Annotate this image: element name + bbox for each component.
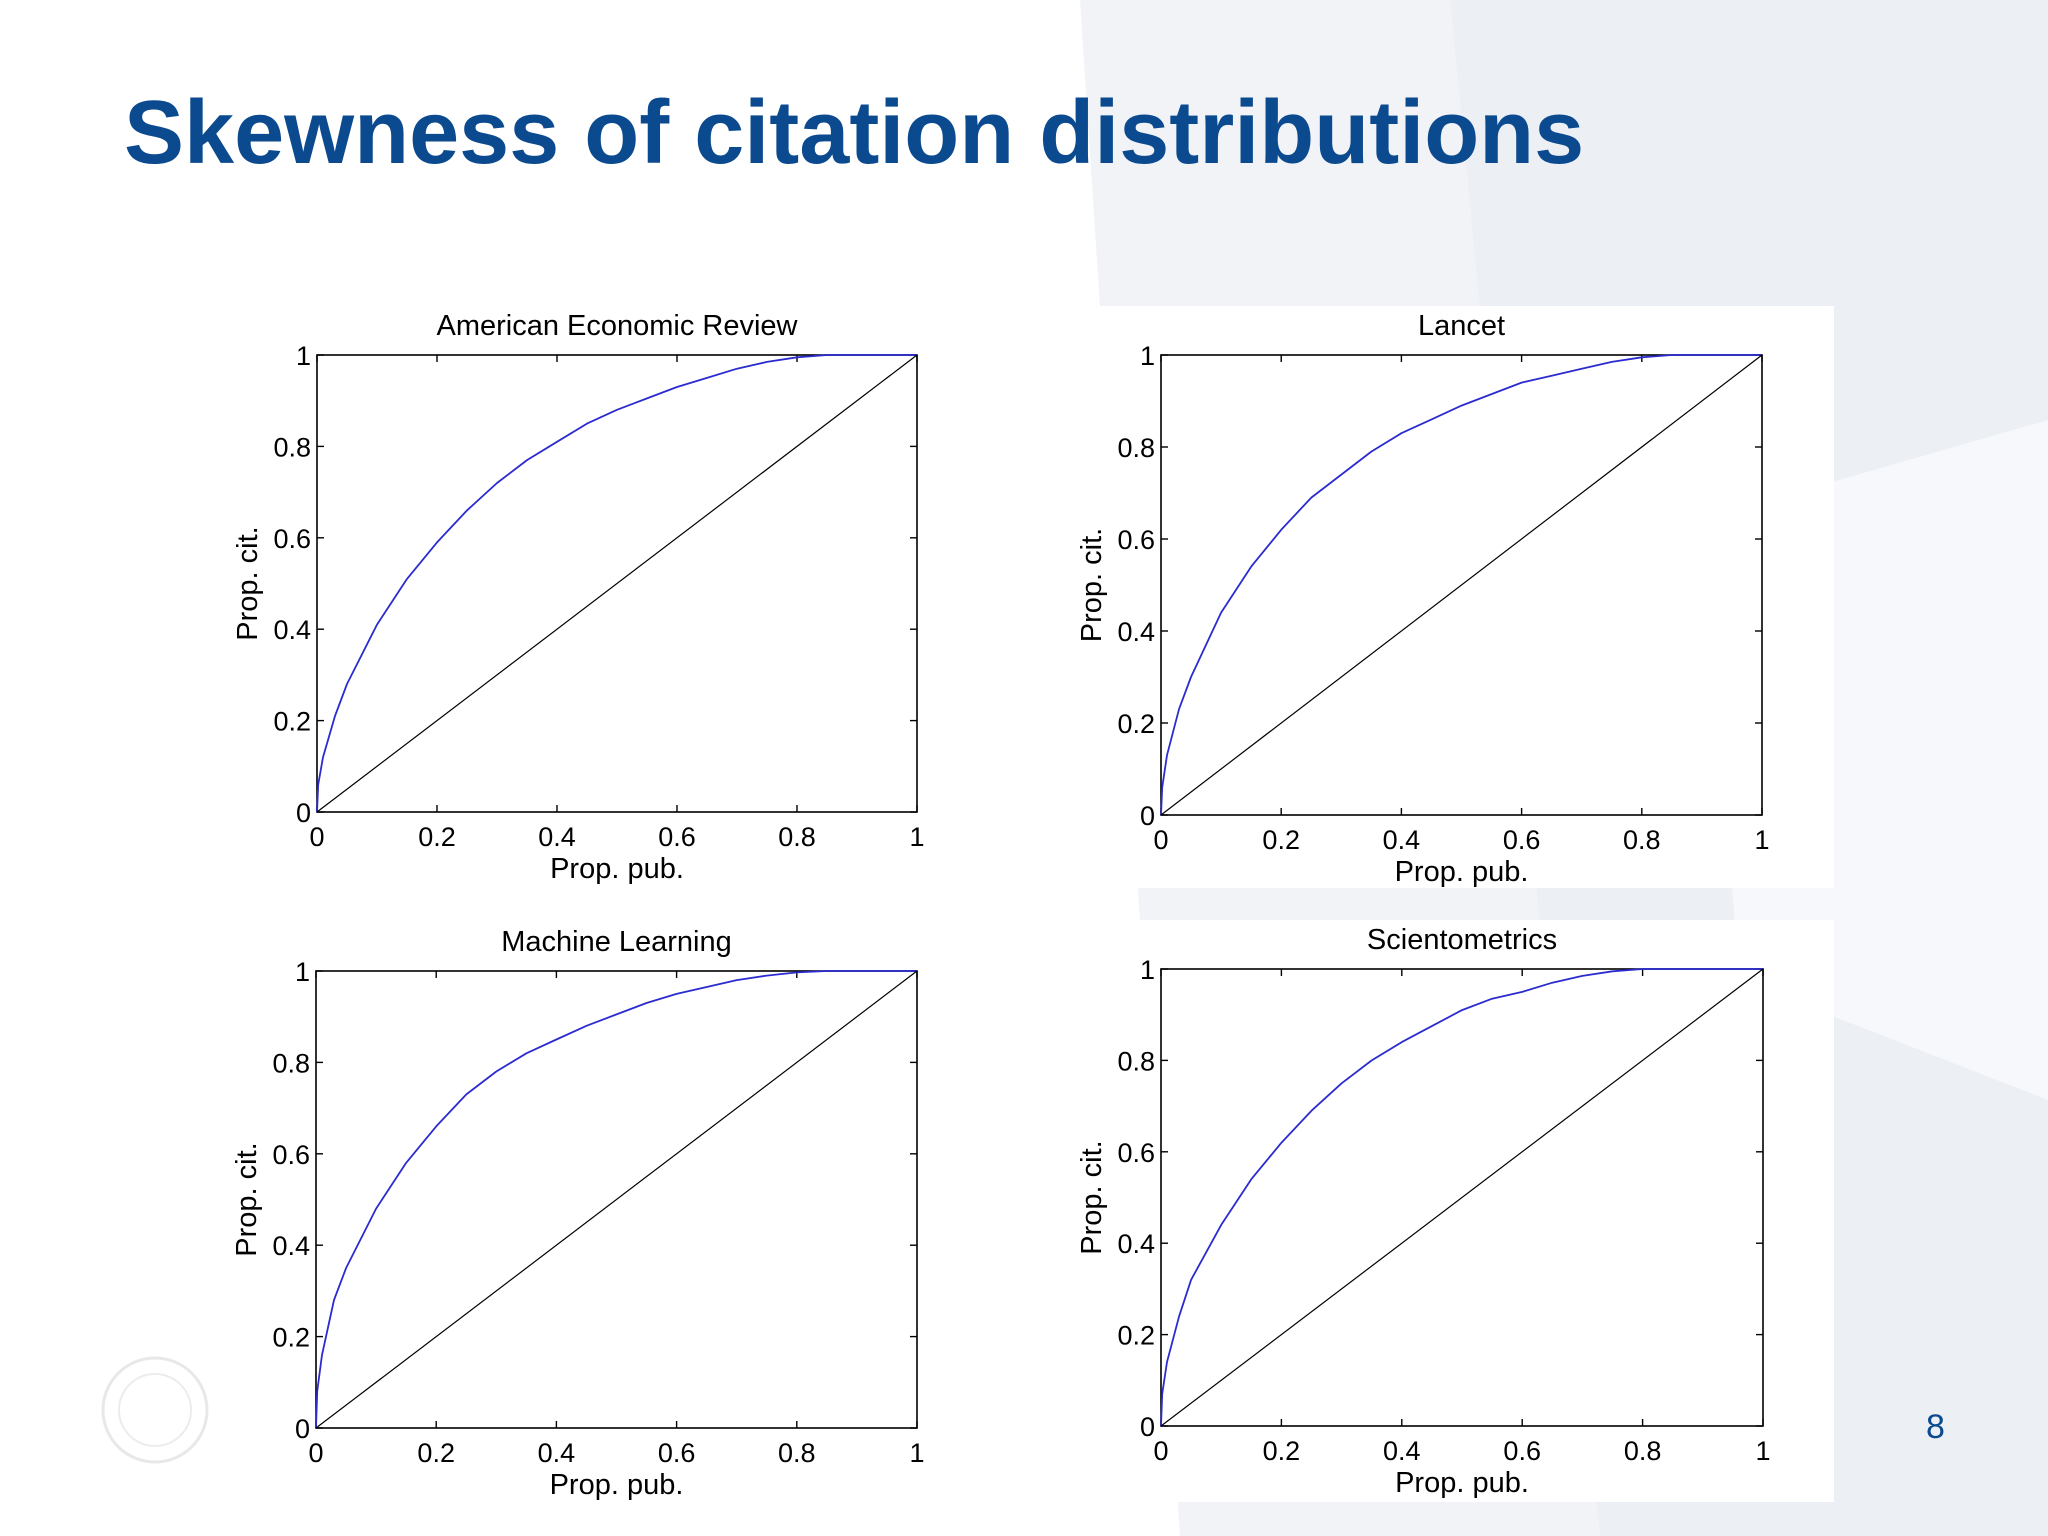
series-diagonal — [1160, 968, 1764, 1427]
x-tick-label: 0 — [1153, 825, 1168, 855]
x-tick-label: 0.8 — [778, 822, 816, 852]
x-tick-label: 0 — [308, 1438, 323, 1468]
x-tick-label: 1 — [909, 1438, 924, 1468]
x-tick-label: 1 — [1754, 825, 1769, 855]
chart-title: American Economic Review — [436, 310, 798, 342]
series-curve — [1160, 354, 1762, 816]
y-tick-label: 0.8 — [1117, 1046, 1155, 1076]
x-tick-label: 0.4 — [538, 1438, 576, 1468]
x-tick-label: 0.2 — [418, 822, 456, 852]
y-axis-label: Prop. cit. — [231, 1142, 263, 1256]
x-tick-label: 0 — [309, 822, 324, 852]
y-tick-label: 0 — [296, 798, 311, 828]
y-tick-label: 0.2 — [1117, 1321, 1155, 1351]
y-tick-label: 0 — [295, 1414, 310, 1444]
watermark-seal — [101, 1356, 209, 1464]
x-tick-label: 0.8 — [1624, 1436, 1662, 1466]
x-axis-label: Prop. pub. — [550, 1469, 684, 1501]
x-axis-label: Prop. pub. — [1395, 856, 1529, 888]
series-diagonal — [1160, 354, 1763, 816]
y-tick-label: 0.4 — [1117, 617, 1155, 647]
x-tick-label: 0.2 — [1263, 1436, 1301, 1466]
y-tick-label: 0.8 — [1117, 433, 1155, 463]
x-axis-label: Prop. pub. — [1395, 1467, 1529, 1499]
y-tick-label: 0.4 — [272, 1231, 310, 1261]
x-tick-label: 0.6 — [658, 1438, 696, 1468]
x-tick-label: 0.8 — [778, 1438, 816, 1468]
series-curve — [315, 970, 917, 1429]
x-tick-label: 1 — [909, 822, 924, 852]
y-axis-label: Prop. cit. — [1076, 1140, 1108, 1254]
y-tick-label: 0.6 — [1117, 525, 1155, 555]
x-tick-label: 1 — [1755, 1436, 1770, 1466]
y-tick-label: 0.2 — [1117, 709, 1155, 739]
series-curve — [1160, 968, 1763, 1427]
series-curve — [316, 354, 917, 813]
series-diagonal — [316, 354, 918, 813]
x-tick-label: 0.4 — [538, 822, 576, 852]
x-tick-label: 0.6 — [1503, 1436, 1541, 1466]
y-axis-label: Prop. cit. — [232, 526, 264, 640]
y-tick-label: 0.2 — [272, 1323, 310, 1353]
y-tick-label: 0 — [1140, 1412, 1155, 1442]
x-axis-label: Prop. pub. — [550, 853, 684, 885]
x-tick-label: 0.2 — [417, 1438, 455, 1468]
chart-title: Lancet — [1418, 310, 1505, 342]
y-tick-label: 0 — [1140, 801, 1155, 831]
chart-title: Scientometrics — [1367, 924, 1557, 956]
y-tick-label: 0.6 — [272, 1140, 310, 1170]
x-tick-label: 0.4 — [1383, 1436, 1421, 1466]
y-tick-label: 0.6 — [273, 524, 311, 554]
chart-title: Machine Learning — [501, 926, 732, 958]
series-diagonal — [315, 970, 918, 1429]
y-tick-label: 0.4 — [1117, 1229, 1155, 1259]
x-tick-label: 0 — [1153, 1436, 1168, 1466]
y-tick-label: 1 — [1140, 955, 1155, 985]
x-tick-label: 0.8 — [1623, 825, 1661, 855]
y-tick-label: 0.2 — [273, 707, 311, 737]
y-tick-label: 0.4 — [273, 615, 311, 645]
y-tick-label: 1 — [1140, 341, 1155, 371]
x-tick-label: 0.6 — [658, 822, 696, 852]
y-tick-label: 0.8 — [272, 1048, 310, 1078]
y-axis-label: Prop. cit. — [1076, 528, 1108, 642]
y-tick-label: 0.8 — [273, 432, 311, 462]
y-tick-label: 0.6 — [1117, 1138, 1155, 1168]
x-tick-label: 0.4 — [1383, 825, 1421, 855]
y-tick-label: 1 — [296, 341, 311, 371]
slide-title: Skewness of citation distributions — [124, 83, 1585, 183]
page-number: 8 — [1926, 1408, 1945, 1446]
x-tick-label: 0.6 — [1503, 825, 1541, 855]
x-tick-label: 0.2 — [1262, 825, 1300, 855]
y-tick-label: 1 — [295, 957, 310, 987]
